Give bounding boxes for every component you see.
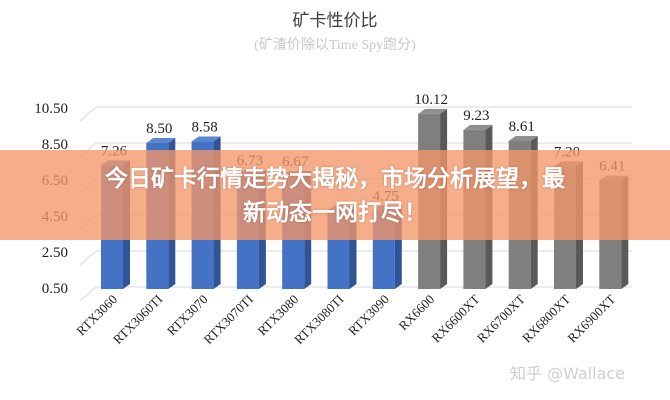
y-tick-label: 0.50 — [42, 281, 68, 297]
x-tick-label: RX6800XT — [519, 291, 573, 345]
x-tick-label: RTX3080TI — [291, 292, 347, 348]
chart-subtitle: (矿渣价除以Time Spy跑分) — [254, 38, 416, 53]
headline-line-1: 今日矿卡行情走势大揭秘，市场分析展望，最 — [105, 166, 565, 192]
y-tick-label: 8.50 — [42, 137, 68, 153]
headline-banner — [0, 150, 670, 240]
x-tick-label: RTX3080 — [254, 292, 301, 339]
y-tick-label: 2.50 — [42, 245, 68, 261]
headline-line-2: 新动态一网打尽！ — [243, 200, 427, 226]
data-label: 8.61 — [509, 119, 535, 135]
x-tick-label: RX6700XT — [474, 291, 528, 345]
x-tick-label: RX6600 — [395, 292, 437, 334]
data-label: 8.50 — [146, 121, 172, 137]
watermark: 知乎 @Wallace — [510, 364, 626, 383]
headline-text: 今日矿卡行情走势大揭秘，市场分析展望，最 新动态一网打尽！ — [0, 162, 670, 230]
x-tick-label: RTX3090 — [345, 292, 392, 339]
y-tick-label: 10.50 — [34, 101, 68, 117]
data-label: 10.12 — [414, 92, 448, 108]
x-tick-label: RX6600XT — [429, 291, 483, 345]
chart-title: 矿卡性价比 — [292, 11, 378, 31]
x-tick-label: RTX3070TI — [201, 292, 257, 348]
data-label: 9.23 — [463, 108, 489, 124]
x-tick-label: RTX3060 — [73, 292, 120, 339]
x-tick-label: RX6900XT — [564, 291, 618, 345]
x-tick-label: RTX3060TI — [110, 292, 166, 348]
x-tick-label: RTX3070 — [164, 292, 211, 339]
data-label: 8.58 — [191, 120, 217, 136]
